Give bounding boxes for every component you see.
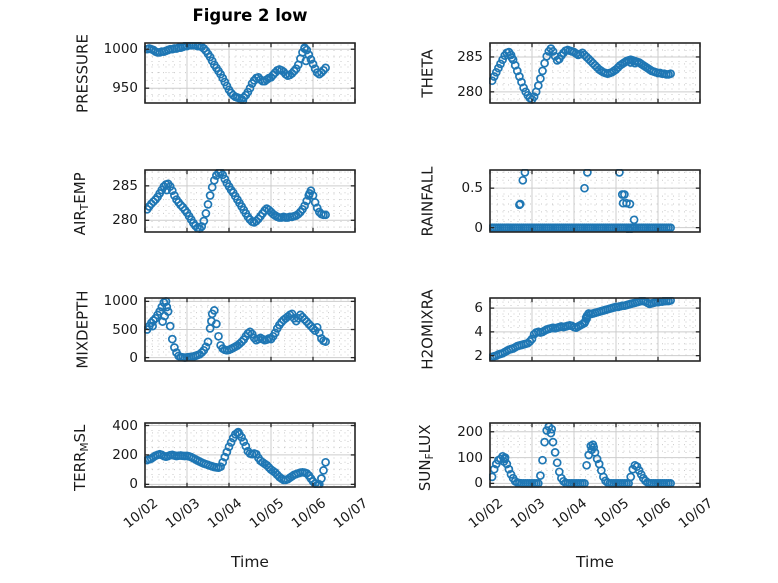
y-tick-label-pressure: 950	[112, 80, 138, 97]
y-tick-label-rainfall: 0.5	[461, 180, 483, 197]
grid-minor	[491, 424, 699, 486]
data-markers	[489, 297, 675, 362]
plot-border	[144, 42, 356, 104]
x-tick-label: 10/05	[246, 495, 288, 532]
data-markers	[489, 422, 675, 488]
subplot-sun_flux-plot-area	[489, 422, 701, 488]
y-tick-label-h2omixra: 6	[474, 300, 483, 317]
y-tick-label-terr_msl: 200	[112, 446, 138, 463]
plot-border	[489, 422, 701, 488]
y-axis-label-text: EMP	[71, 171, 90, 204]
y-axis-label-text: SUN	[416, 458, 435, 491]
subplot-h2omixra-plot-area	[489, 297, 701, 362]
x-tick-label: 10/07	[330, 495, 372, 532]
y-tick-label-terr_msl: 400	[112, 417, 138, 434]
y-axis-label-subscript: T	[78, 203, 91, 210]
y-tick-label-sun_flux: 0	[474, 475, 483, 492]
plot-border	[144, 297, 356, 362]
plot-border	[144, 169, 356, 233]
y-tick-label-theta: 280	[457, 83, 483, 100]
y-tick-label-h2omixra: 4	[474, 323, 483, 340]
x-tick-label: 10/02	[120, 495, 162, 532]
y-tick-label-mixdepth: 500	[112, 321, 138, 338]
y-axis-label-text: PRESSURE	[73, 33, 92, 113]
y-tick-label-air_temp: 285	[112, 177, 138, 194]
data-markers	[489, 169, 675, 233]
y-axis-label-text: LUX	[416, 423, 435, 453]
subplot-terr_msl-plot-area	[144, 422, 356, 488]
x-tick-label: 10/04	[549, 495, 591, 532]
subplot-theta-plot-area	[489, 42, 701, 104]
x-axis-title-left: Time	[231, 553, 269, 571]
x-tick-label: 10/02	[465, 495, 507, 532]
x-tick-label: 10/06	[288, 495, 330, 532]
subplot-pressure-plot-area	[144, 42, 356, 104]
plot-border	[489, 42, 701, 104]
data-markers	[144, 297, 330, 362]
plot-border	[489, 297, 701, 362]
data-markers	[144, 169, 330, 233]
y-axis-label-text: SL	[71, 424, 90, 442]
y-tick-label-air_temp: 280	[112, 212, 138, 229]
x-tick-label: 10/04	[204, 495, 246, 532]
y-tick-label-rainfall: 0	[474, 219, 483, 236]
grid-major	[490, 298, 700, 361]
x-tick-label: 10/06	[633, 495, 675, 532]
y-tick-label-mixdepth: 0	[129, 349, 138, 366]
subplot-mixdepth-plot-area	[144, 297, 356, 362]
y-axis-label-text: TERR	[71, 451, 90, 491]
data-markers	[144, 427, 330, 488]
y-tick-label-pressure: 1000	[103, 41, 138, 58]
y-axis-label-subscript: M	[78, 441, 91, 452]
plot-border	[144, 422, 356, 488]
y-tick-label-h2omixra: 2	[474, 347, 483, 364]
y-tick-label-theta: 285	[457, 48, 483, 65]
data-markers	[489, 44, 675, 104]
y-tick-label-mixdepth: 1000	[103, 293, 138, 310]
x-tick-label: 10/07	[675, 495, 717, 532]
plot-border	[489, 169, 701, 233]
axis-ticks	[489, 298, 701, 361]
x-tick-label: 10/03	[507, 495, 549, 532]
y-tick-label-terr_msl: 0	[129, 476, 138, 493]
y-axis-label-sun_flux: SUNFLUX	[416, 357, 440, 557]
x-tick-label: 10/05	[591, 495, 633, 532]
x-tick-label: 10/03	[162, 495, 204, 532]
y-tick-label-sun_flux: 200	[457, 423, 483, 440]
y-tick-label-sun_flux: 100	[457, 449, 483, 466]
y-axis-label-text: RAINFALL	[418, 166, 437, 236]
subplot-air_temp-plot-area	[144, 169, 356, 233]
figure-title: Figure 2 low	[192, 6, 308, 25]
x-axis-title-right: Time	[576, 553, 614, 571]
y-axis-label-text: THETA	[418, 48, 437, 98]
subplot-rainfall-plot-area	[489, 169, 701, 233]
y-axis-label-terr_msl: TERRMSL	[71, 357, 95, 557]
